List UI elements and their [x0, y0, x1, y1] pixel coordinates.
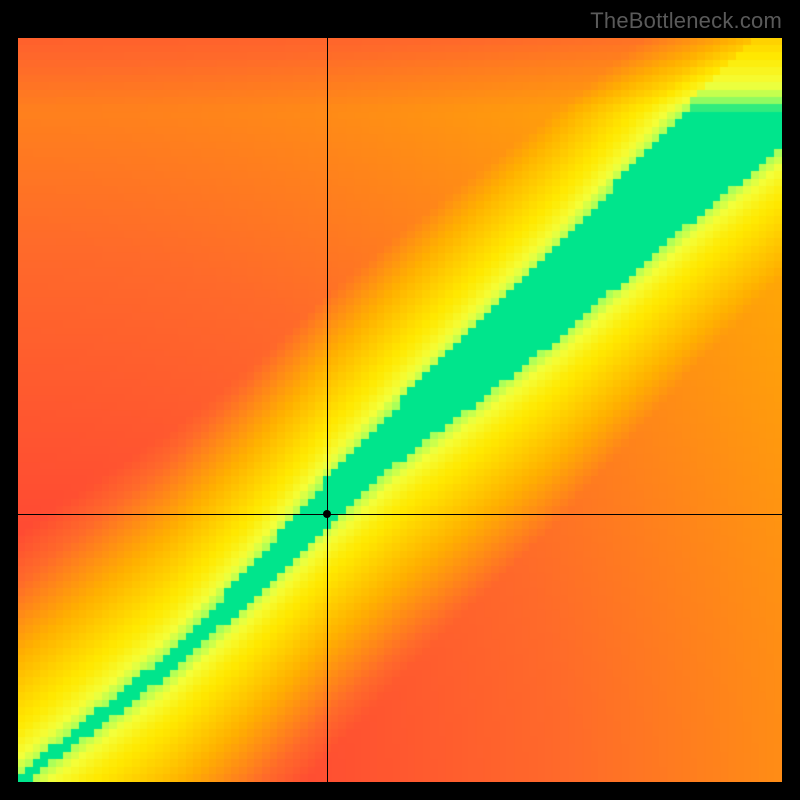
- crosshair-horizontal: [18, 514, 782, 515]
- bottleneck-heatmap: [18, 38, 782, 782]
- chart-container: TheBottleneck.com: [0, 0, 800, 800]
- selected-point: [323, 510, 331, 518]
- crosshair-vertical: [327, 38, 328, 782]
- watermark-text: TheBottleneck.com: [590, 8, 782, 34]
- plot-frame: [18, 38, 782, 782]
